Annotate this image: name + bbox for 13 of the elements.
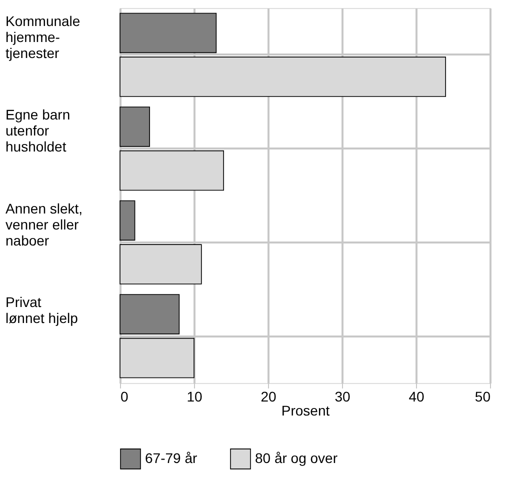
y-tick-label: Privat lønnet hjelp <box>6 294 78 326</box>
y-tick-label: Egne barn utenfor husholdet <box>6 106 70 155</box>
x-tick-label: 50 <box>474 388 491 404</box>
x-tick-label: 10 <box>186 388 202 404</box>
legend-label: 67-79 år <box>145 450 198 466</box>
y-tick-label: Kommunale hjemme-tjenester <box>6 12 80 61</box>
x-axis-title: Prosent <box>281 402 330 418</box>
x-tick-label: 40 <box>408 388 424 404</box>
legend-label: 80 år og over <box>255 450 338 466</box>
y-tick-label: Annen slekt, venner eller naboer <box>6 200 83 248</box>
x-tick-label: 30 <box>334 388 350 404</box>
x-tick-label: 0 <box>120 388 128 404</box>
x-tick-label: 20 <box>260 388 276 404</box>
